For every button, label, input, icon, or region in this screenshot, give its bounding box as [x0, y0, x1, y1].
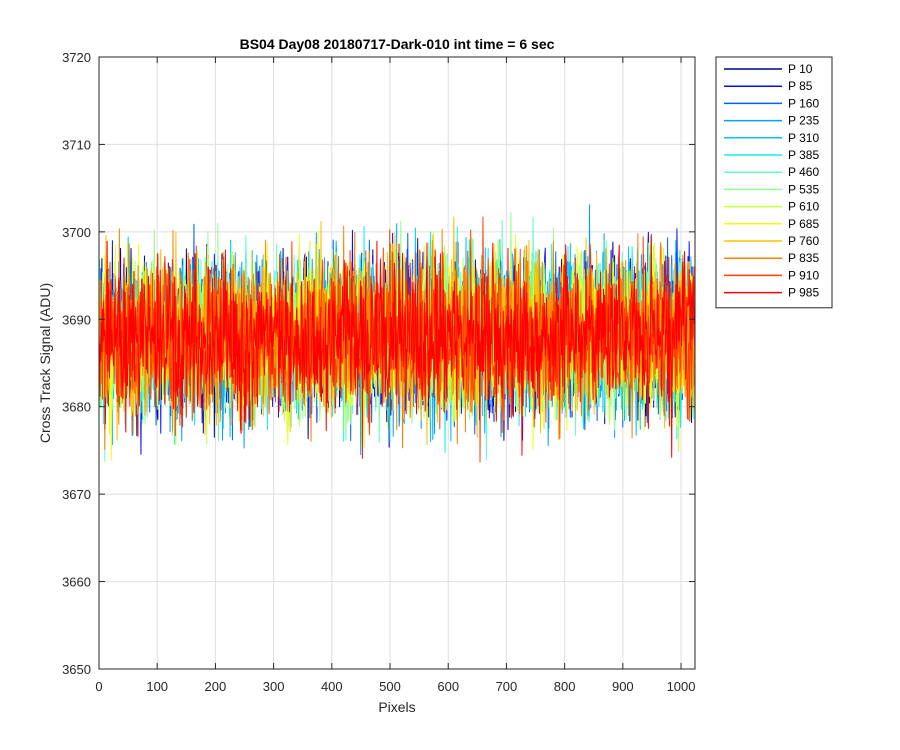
legend-entry: P 385 — [788, 148, 819, 162]
legend-box — [715, 56, 833, 309]
y-tick-label: 3690 — [62, 312, 91, 327]
series-line-p985 — [98, 233, 696, 459]
y-tick-label: 3710 — [62, 137, 91, 152]
x-tick-label: 1000 — [667, 679, 696, 694]
x-tick-label: 100 — [146, 679, 168, 694]
legend-entry: P 835 — [788, 251, 819, 265]
chart-title: BS04 Day08 20180717-Dark-010 int time = … — [240, 36, 555, 52]
legend-entry: P 985 — [788, 286, 819, 300]
x-tick-label: 600 — [437, 679, 459, 694]
legend-entry: P 460 — [788, 165, 819, 179]
legend-entry: P 85 — [788, 79, 813, 93]
legend-entry: P 910 — [788, 268, 819, 282]
y-tick-label: 3670 — [62, 487, 91, 502]
x-tick-label: 400 — [321, 679, 343, 694]
legend-entry: P 10 — [788, 62, 813, 76]
x-tick-label: 900 — [612, 679, 634, 694]
y-tick-label: 3680 — [62, 400, 91, 415]
legend-entry: P 610 — [788, 200, 819, 214]
axis-ticks: 0 100 200 300 400 500 600 700 800 900 1000 3650 3660… — [62, 50, 695, 694]
y-tick-label: 3720 — [62, 50, 91, 65]
legend-entry: P 685 — [788, 217, 819, 231]
x-tick-label: 500 — [379, 679, 401, 694]
y-tick-label: 3650 — [62, 662, 91, 677]
x-tick-label: 300 — [263, 679, 285, 694]
plot-area: 0 100 200 300 400 500 600 700 800 900 1000 3650 3660… — [62, 50, 696, 694]
legend-entry: P 535 — [788, 182, 819, 196]
legend-entry: P 235 — [788, 114, 819, 128]
legend: P 10 P 85 P 160 P 235 P 310 P 385 P 460 P 535 P … — [715, 56, 833, 309]
series-lines — [98, 204, 696, 463]
y-axis-label: Cross Track Signal (ADU) — [37, 283, 53, 443]
x-tick-label: 800 — [554, 679, 576, 694]
legend-entry: P 760 — [788, 234, 819, 248]
x-tick-label: 0 — [95, 679, 102, 694]
legend-entry: P 160 — [788, 96, 819, 110]
y-tick-label: 3700 — [62, 225, 91, 240]
axes-box — [98, 56, 696, 670]
y-tick-label: 3660 — [62, 575, 91, 590]
x-axis-label: Pixels — [378, 699, 415, 715]
x-tick-label: 700 — [496, 679, 518, 694]
legend-entry: P 310 — [788, 131, 819, 145]
x-tick-label: 200 — [205, 679, 227, 694]
